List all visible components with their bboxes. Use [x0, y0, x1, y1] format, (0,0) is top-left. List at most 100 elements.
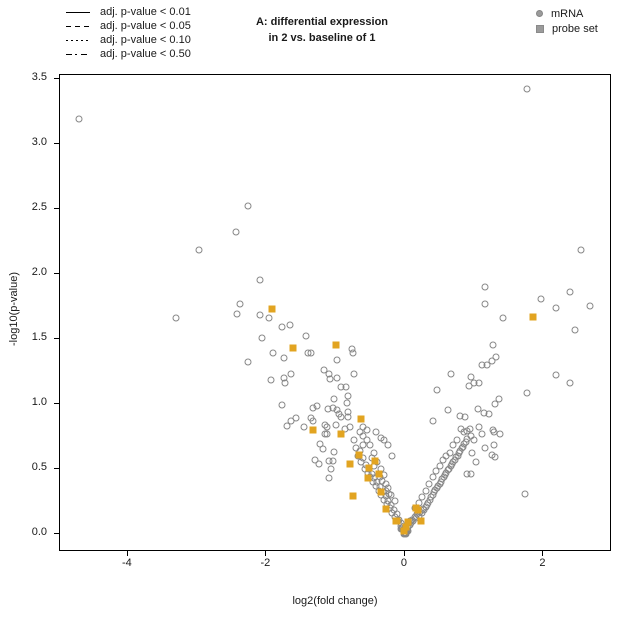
data-point-circle: [453, 436, 461, 444]
data-point-circle: [313, 402, 321, 410]
data-point-circle: [75, 115, 83, 123]
data-point-circle: [372, 428, 380, 436]
data-point-circle: [286, 321, 294, 329]
data-point-square: [412, 504, 420, 512]
data-point-circle: [244, 202, 252, 210]
y-axis-label: -log10(p-value): [8, 272, 20, 346]
linetype-legend-label: adj. p-value < 0.05: [100, 20, 191, 32]
data-point-circle: [447, 370, 455, 378]
data-point-circle: [478, 430, 486, 438]
linetype-legend-item: adj. p-value < 0.10: [66, 33, 191, 47]
x-tick-mark: [265, 551, 267, 556]
data-point-circle: [329, 457, 337, 465]
y-tick-label: 3.0: [31, 135, 47, 148]
data-point-circle: [359, 423, 367, 431]
y-tick-mark: [54, 532, 59, 534]
data-point-circle: [195, 246, 203, 254]
data-point-circle: [488, 357, 496, 365]
data-point-circle: [571, 326, 579, 334]
data-point-circle: [490, 441, 498, 449]
data-point-circle: [521, 490, 529, 497]
data-point-circle: [333, 374, 341, 382]
data-point-circle: [332, 421, 340, 429]
y-tick-label: 0.0: [31, 525, 47, 538]
marker-legend-label: probe set: [552, 22, 598, 35]
y-tick-mark: [54, 77, 59, 79]
data-point-square: [357, 415, 365, 423]
data-point-circle: [436, 462, 444, 470]
y-tick-label: 0.5: [31, 460, 47, 473]
y-tick-mark: [54, 272, 59, 274]
data-point-circle: [325, 474, 333, 482]
y-tick-label: 1.5: [31, 330, 47, 343]
data-point-circle: [327, 465, 335, 473]
marker-legend-label: mRNA: [551, 7, 584, 20]
data-point-square: [268, 305, 276, 313]
data-point-circle: [566, 379, 574, 387]
data-point-square: [400, 527, 408, 535]
data-point-square: [332, 341, 340, 349]
data-point-circle: [467, 470, 475, 478]
y-tick-label: 1.0: [31, 395, 47, 408]
data-point-square: [375, 470, 383, 478]
data-point-circle: [483, 361, 491, 369]
dashed-line-sample: [66, 25, 90, 27]
data-point-square: [404, 518, 412, 526]
data-point-circle: [267, 376, 275, 384]
y-tick-label: 3.5: [31, 70, 47, 83]
data-point-circle: [566, 288, 574, 296]
y-tick-mark: [54, 402, 59, 404]
data-point-square: [365, 464, 373, 472]
data-point-circle: [499, 314, 507, 322]
data-point-circle: [492, 353, 500, 361]
marker-legend-item: mRNA: [536, 6, 598, 21]
linetype-legend-item: adj. p-value < 0.50: [66, 47, 191, 61]
data-point-circle: [350, 436, 358, 444]
data-point-circle: [342, 383, 350, 391]
dashdot-line-sample: [66, 53, 90, 55]
data-point-square: [346, 460, 353, 468]
y-tick-mark: [54, 337, 59, 339]
marker-legend: mRNA probe set: [536, 6, 598, 36]
data-point-circle: [444, 406, 452, 414]
data-point-circle: [359, 441, 367, 449]
data-point-circle: [302, 332, 310, 340]
data-point-square: [349, 492, 357, 500]
data-point-circle: [315, 460, 323, 468]
data-point-circle: [280, 354, 288, 362]
x-tick-label: -4: [121, 557, 132, 569]
data-point-circle: [491, 400, 499, 408]
plot-title: A: differential expression in 2 vs. base…: [202, 14, 442, 46]
data-point-circle: [496, 430, 504, 438]
data-point-circle: [388, 452, 396, 460]
data-point-circle: [474, 405, 482, 413]
data-point-circle: [258, 334, 266, 342]
data-point-circle: [343, 399, 351, 407]
x-tick-label: 0: [400, 557, 407, 569]
data-point-circle: [481, 444, 489, 452]
data-point-circle: [481, 300, 489, 308]
y-tick-mark: [54, 207, 59, 209]
data-point-circle: [481, 283, 489, 291]
data-point-circle: [330, 448, 338, 456]
data-point-square: [417, 517, 425, 525]
data-point-square: [355, 451, 363, 459]
plot-area: [59, 74, 611, 551]
data-point-circle: [461, 413, 469, 421]
data-point-square: [364, 474, 372, 482]
data-point-square: [402, 523, 410, 531]
data-point-circle: [283, 422, 291, 430]
linetype-legend-label: adj. p-value < 0.50: [100, 48, 191, 60]
data-point-circle: [323, 430, 331, 438]
data-point-circle: [232, 228, 240, 236]
data-point-circle: [552, 304, 560, 312]
x-tick-label: 2: [539, 557, 546, 569]
data-point-circle: [349, 349, 357, 357]
data-point-circle: [468, 449, 476, 457]
x-tick-label: -2: [260, 557, 271, 569]
solid-line-sample: [66, 11, 90, 13]
y-tick-label: 2.0: [31, 265, 47, 278]
linetype-legend-item: adj. p-value < 0.01: [66, 5, 191, 19]
data-point-square: [382, 505, 390, 513]
